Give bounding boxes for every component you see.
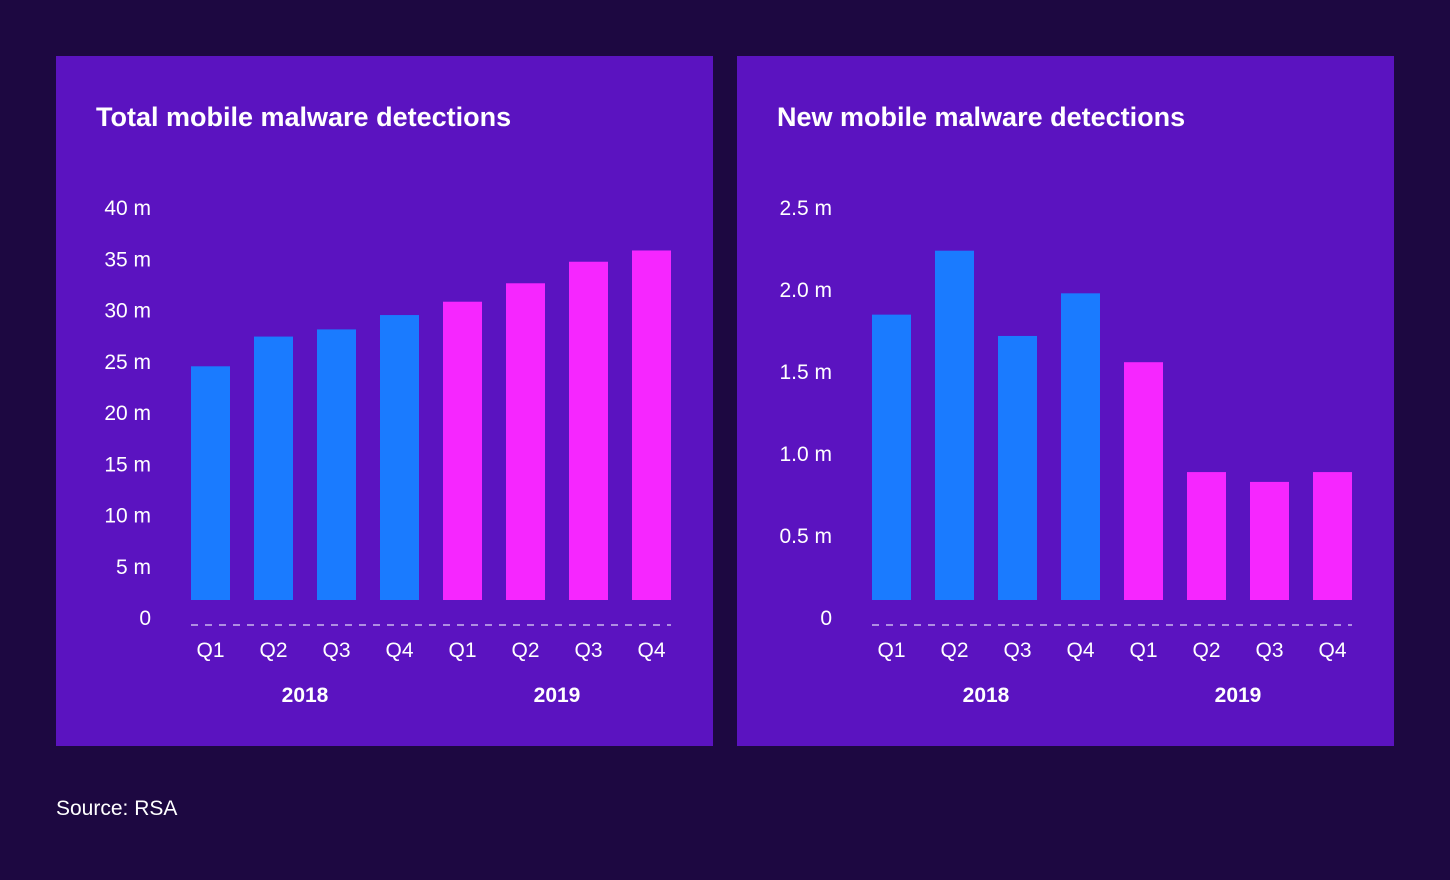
- chart1-ytick-label: 0: [820, 607, 832, 630]
- chart0-ytick-label: 20 m: [104, 402, 151, 425]
- chart0-category-label: Q1: [196, 639, 224, 662]
- chart1-bar: [1124, 362, 1163, 600]
- chart1-bar: [1313, 472, 1352, 600]
- chart0-ytick-label: 15 m: [104, 453, 151, 476]
- chart1-ytick-label: 1.5 m: [779, 361, 832, 384]
- chart0-category-label: Q3: [322, 639, 350, 662]
- chart1-ytick-label: 2.5 m: [779, 197, 832, 220]
- chart1-ytick-label: 0.5 m: [779, 525, 832, 548]
- chart1-ytick-label: 2.0 m: [779, 279, 832, 302]
- chart1-category-label: Q3: [1255, 639, 1283, 662]
- chart1-ytick-label: 1.0 m: [779, 443, 832, 466]
- new-detections-chart: New mobile malware detections 0 0.5 m 1.0 m…: [777, 102, 1352, 707]
- chart1-year-label: 2018: [963, 684, 1010, 707]
- chart0-bar: [317, 329, 356, 600]
- chart0-bar: [191, 366, 230, 600]
- chart0-ytick-label: 10 m: [104, 505, 151, 528]
- chart1-bar: [998, 335, 1037, 600]
- chart0-ytick-label: 40 m: [104, 197, 151, 220]
- chart1-category-label: Q2: [940, 639, 968, 662]
- chart1-category-label: Q3: [1003, 639, 1031, 662]
- chart0-title: Total mobile malware detections: [96, 102, 511, 132]
- chart1-year-label: 2019: [1215, 684, 1262, 707]
- chart0-bar: [254, 336, 293, 600]
- chart1-bar: [1187, 472, 1226, 600]
- chart1-category-label: Q2: [1192, 639, 1220, 662]
- chart0-ytick-label: 5 m: [116, 556, 151, 579]
- chart1-bar: [1061, 293, 1100, 600]
- chart0-category-label: Q1: [448, 639, 476, 662]
- total-detections-chart: Total mobile malware detections 0 5 m 10 m 1…: [96, 102, 671, 707]
- chart0-category-label: Q2: [259, 639, 287, 662]
- chart0-category-label: Q3: [574, 639, 602, 662]
- chart1-title: New mobile malware detections: [777, 102, 1185, 132]
- chart1-category-label: Q1: [877, 639, 905, 662]
- chart1-bar: [935, 250, 974, 600]
- chart0-bar: [443, 301, 482, 600]
- chart-panel-new: New mobile malware detections 0 0.5 m 1.0 m…: [737, 56, 1394, 746]
- chart0-ytick-label: 0: [139, 607, 151, 630]
- chart0-category-label: Q2: [511, 639, 539, 662]
- chart1-bar: [872, 314, 911, 600]
- chart1-category-label: Q4: [1066, 639, 1094, 662]
- chart0-bar: [380, 315, 419, 600]
- chart1-category-label: Q1: [1129, 639, 1157, 662]
- chart0-category-label: Q4: [385, 639, 413, 662]
- chart0-year-label: 2019: [534, 684, 581, 707]
- chart0-bar: [506, 283, 545, 600]
- chart-panel-total: Total mobile malware detections 0 5 m 10 m 1…: [56, 56, 713, 746]
- chart0-year-label: 2018: [282, 684, 329, 707]
- chart0-bar: [569, 261, 608, 600]
- source-note: Source: RSA: [56, 797, 178, 820]
- chart1-category-label: Q4: [1318, 639, 1346, 662]
- chart0-ytick-label: 35 m: [104, 248, 151, 271]
- chart1-bar: [1250, 481, 1289, 600]
- chart0-ytick-label: 30 m: [104, 300, 151, 323]
- chart0-bar: [632, 250, 671, 600]
- chart0-ytick-label: 25 m: [104, 351, 151, 374]
- chart0-category-label: Q4: [637, 639, 665, 662]
